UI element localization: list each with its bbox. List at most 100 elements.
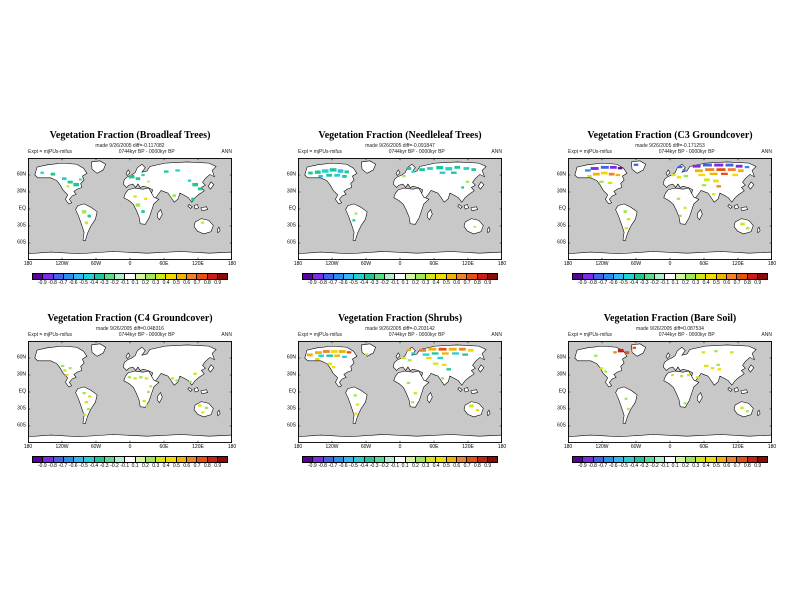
panel-row-top: Vegetation Fraction (Broadleaf Trees) mad… xyxy=(4,130,796,287)
panel-metadata: made 9/26/2005 diff=0.048316 Expt = mjPUs… xyxy=(28,325,232,339)
lon-axis-label: 60W xyxy=(90,261,102,267)
colorbar-tick-label: -0.5 xyxy=(79,463,88,469)
colorbar-segment xyxy=(104,274,116,279)
colorbar-tick-label: 0.3 xyxy=(692,280,700,286)
lon-axis-label: 0 xyxy=(128,261,132,267)
panel-title: Vegetation Fraction (Shrubs) xyxy=(337,313,463,324)
colorbar-tick-label: 0.1 xyxy=(671,280,679,286)
colorbar-tick-label: -0.1 xyxy=(390,463,400,469)
colorbar-segment xyxy=(415,274,427,279)
colorbar: -0.9 -0.8 -0.7 -0.6 -0.5 -0.4 -0.3 -0.2 -0.1 0.1 0… xyxy=(32,456,228,470)
lon-axis-label: 180 xyxy=(563,261,573,267)
colorbar-tick-label: -0.8 xyxy=(588,463,597,469)
colorbar-segment xyxy=(487,274,498,279)
colorbar-segment xyxy=(303,274,314,279)
lon-axis-label: 0 xyxy=(398,261,402,267)
colorbar-segment xyxy=(603,274,615,279)
colorbar-segment xyxy=(354,457,365,462)
colorbar-segment xyxy=(313,457,324,462)
colorbar-segment xyxy=(197,457,208,462)
panel-made-annotation: made 9/26/2005 diff=-0.117082 xyxy=(95,143,165,149)
lat-axis-label: 60S xyxy=(287,239,296,246)
colorbar-segment xyxy=(43,274,54,279)
colorbar-tick-label: -0.7 xyxy=(328,463,338,469)
panel-title: Vegetation Fraction (Bare Soil) xyxy=(603,313,737,324)
panel-made-annotation: made 9/26/2005 diff=0.048316 xyxy=(96,326,164,332)
vegetation-panel: Vegetation Fraction (C4 Groundcover) made… xyxy=(4,313,256,470)
colorbar-tick-label: 0.6 xyxy=(723,463,731,469)
lon-axis-label: 60E xyxy=(429,261,439,267)
colorbar-segment xyxy=(115,457,126,462)
lon-axis-label: 60W xyxy=(360,261,372,267)
colorbar-segment xyxy=(706,457,717,462)
colorbar-tick-label: 0.9 xyxy=(484,463,492,469)
lon-axis-label: 180 xyxy=(563,444,573,450)
panel-season-label: ANN xyxy=(491,332,502,338)
world-map: 60N 30N EQ 30S 60S 180 120W 60W 0 60E 120E 180 xyxy=(17,341,236,450)
colorbar-segment xyxy=(74,457,85,462)
colorbar-segment xyxy=(364,274,375,279)
colorbar-segment xyxy=(477,457,488,462)
lon-axis-label: 60E xyxy=(159,261,169,267)
lat-axis-label: 30S xyxy=(287,222,296,229)
colorbar-tick-label: 0.6 xyxy=(723,280,731,286)
colorbar-tick-label: -0.5 xyxy=(619,280,628,286)
colorbar-segment xyxy=(415,457,427,462)
colorbar-segment xyxy=(197,274,208,279)
colorbar-segment xyxy=(675,457,686,462)
lon-axis-label: 180 xyxy=(293,261,303,267)
colorbar-tick-label: -0.2 xyxy=(380,280,389,286)
colorbar-tick-label: 0.8 xyxy=(203,463,211,469)
panel-expt-label: Expt = mjPUs-mifus xyxy=(568,332,613,338)
world-map-plot xyxy=(28,158,232,260)
colorbar-scale xyxy=(32,456,228,463)
colorbar-tick-label: -0.3 xyxy=(99,280,109,286)
colorbar-tick-label: 0.4 xyxy=(702,280,710,286)
colorbar: -0.9 -0.8 -0.7 -0.6 -0.5 -0.4 -0.3 -0.2 -0.1 0.1 0… xyxy=(32,273,228,287)
colorbar-segment xyxy=(84,457,95,462)
colorbar: -0.9 -0.8 -0.7 -0.6 -0.5 -0.4 -0.3 -0.2 -0.1 0.1 0… xyxy=(572,456,768,470)
colorbar-tick-label: 0.9 xyxy=(484,280,492,286)
colorbar-segment xyxy=(374,274,386,279)
panel-row-bottom: Vegetation Fraction (C4 Groundcover) made… xyxy=(4,313,796,470)
colorbar-tick-label: 0.4 xyxy=(432,463,440,469)
vegetation-panel: Vegetation Fraction (Broadleaf Trees) mad… xyxy=(4,130,256,287)
lon-axis-label: 0 xyxy=(128,444,132,450)
colorbar-segment xyxy=(217,457,228,462)
colorbar-segment xyxy=(467,274,478,279)
colorbar-tick-label: -0.6 xyxy=(68,463,78,469)
colorbar-tick-label: -0.9 xyxy=(578,463,587,469)
panel-season-label: ANN xyxy=(221,149,232,155)
panel-meta-row: Expt = mjPUs-mifus 0744kyr BP - 0000kyr B… xyxy=(568,149,772,156)
colorbar-tick-label: 0.3 xyxy=(152,463,160,469)
colorbar-tick-label: 0.7 xyxy=(193,280,201,286)
colorbar-tick-label: 0.9 xyxy=(214,463,222,469)
world-map: 60N 30N EQ 30S 60S 180 120W 60W 0 60E 120E 180 xyxy=(17,158,236,267)
colorbar-segment xyxy=(125,457,136,462)
lat-axis-label: 60S xyxy=(557,239,566,246)
colorbar-segment xyxy=(63,457,75,462)
colorbar-tick-label: -0.2 xyxy=(110,463,119,469)
colorbar-segment xyxy=(757,274,768,279)
colorbar-tick-label: -0.8 xyxy=(318,280,327,286)
colorbar-tick-label: -0.9 xyxy=(308,463,317,469)
lon-axis-label: 120W xyxy=(55,444,69,450)
panel-expt-label: Expt = mjPUs-mifus xyxy=(298,149,343,155)
colorbar-tick-label: 0.5 xyxy=(442,463,450,469)
panel-title: Vegetation Fraction (Needleleaf Trees) xyxy=(318,130,482,141)
colorbar-segment xyxy=(737,274,748,279)
colorbar-tick-label: -0.2 xyxy=(380,463,389,469)
colorbar-tick-label: 0.9 xyxy=(754,463,762,469)
colorbar-segment xyxy=(467,457,478,462)
colorbar-tick-label: 0.5 xyxy=(442,280,450,286)
panel-season-label: ANN xyxy=(761,149,772,155)
lat-axis-label: 30S xyxy=(557,405,566,412)
panel-metadata: made 9/26/2005 diff=-0.091847 Expt = mjPU… xyxy=(298,142,502,156)
colorbar-tick-label: 0.8 xyxy=(473,280,481,286)
colorbar-tick-label: -0.2 xyxy=(650,463,659,469)
colorbar-labels: -0.9 -0.8 -0.7 -0.6 -0.5 -0.4 -0.3 -0.2 -0.1 0.1 0… xyxy=(302,464,498,470)
panel-meta-row: Expt = mjPUs-mifus 0744kyr BP - 0000kyr B… xyxy=(298,149,502,156)
colorbar-segment xyxy=(603,457,615,462)
colorbar-tick-label: -0.9 xyxy=(578,280,587,286)
colorbar-segment xyxy=(675,274,686,279)
